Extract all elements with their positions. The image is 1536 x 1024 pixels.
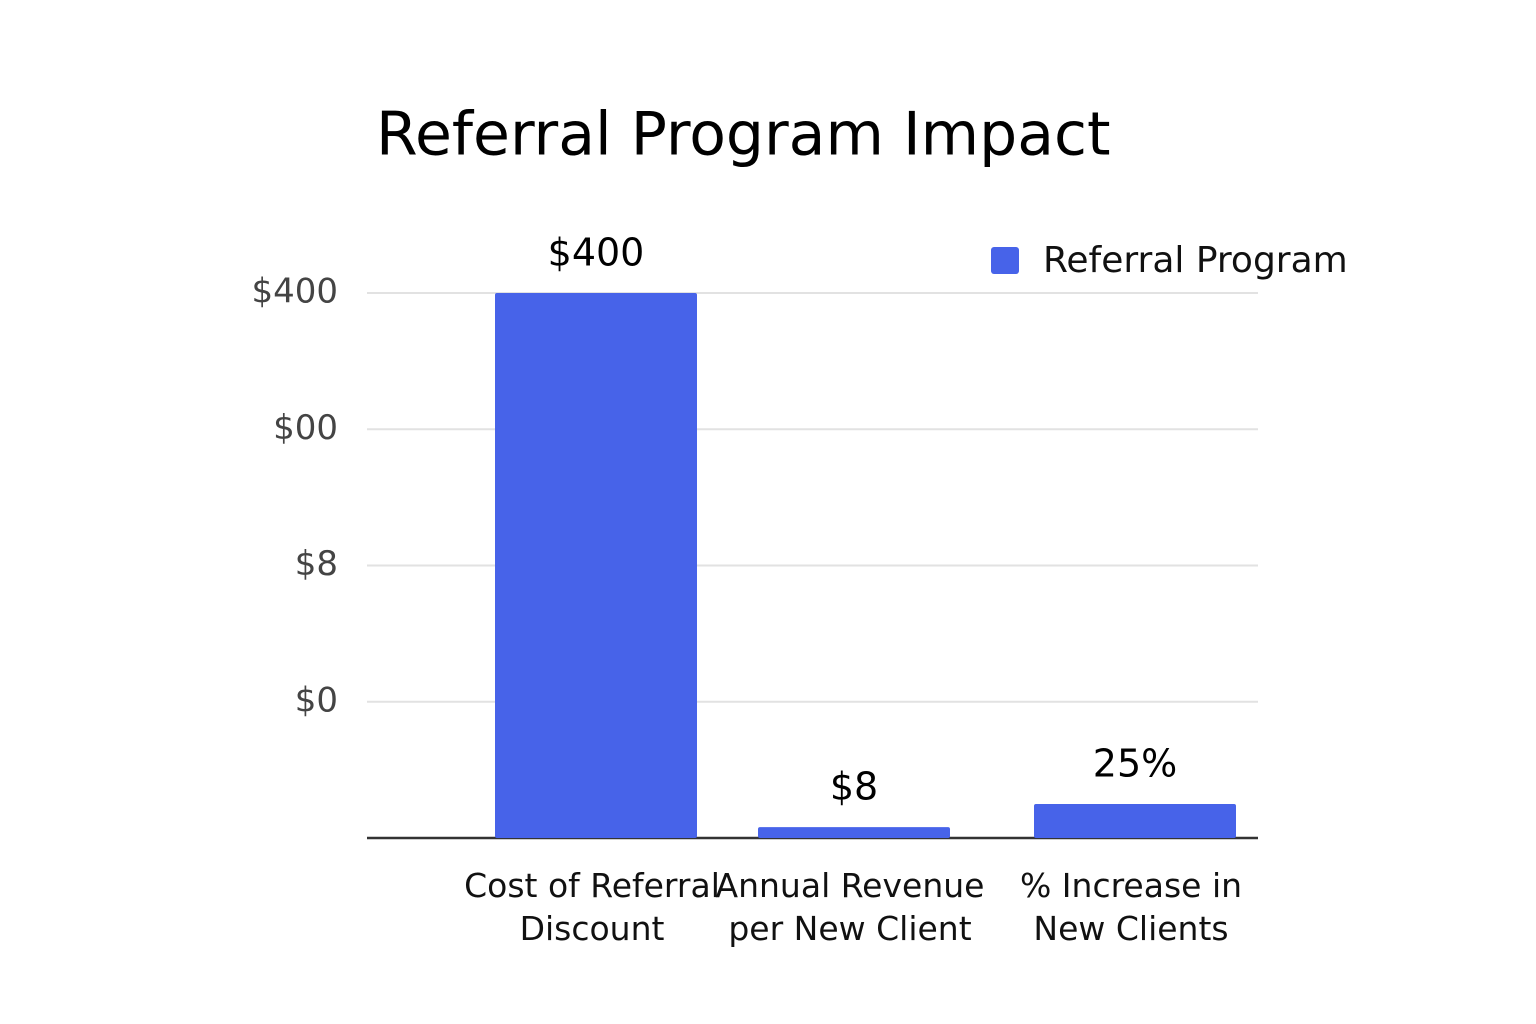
chart-title: Referral Program Impact	[376, 100, 1110, 170]
bar	[495, 293, 697, 838]
data-label: 25%	[1093, 741, 1177, 785]
y-tick-label: $400	[251, 272, 338, 312]
data-label: $8	[830, 765, 878, 809]
y-tick-label: $00	[273, 408, 338, 448]
y-tick-label: $8	[295, 544, 338, 584]
legend-swatch	[991, 247, 1019, 274]
x-tick-label: Annual Revenue per New Client	[715, 866, 985, 948]
bar	[1034, 803, 1236, 838]
data-label: $400	[548, 231, 645, 275]
legend-label: Referral Program	[1043, 240, 1348, 281]
bar	[758, 827, 950, 838]
y-tick-label: $0	[295, 680, 338, 720]
x-tick-label: % Increase in New Clients	[1019, 866, 1243, 948]
x-tick-label: Cost of Referral Discount	[464, 866, 720, 948]
